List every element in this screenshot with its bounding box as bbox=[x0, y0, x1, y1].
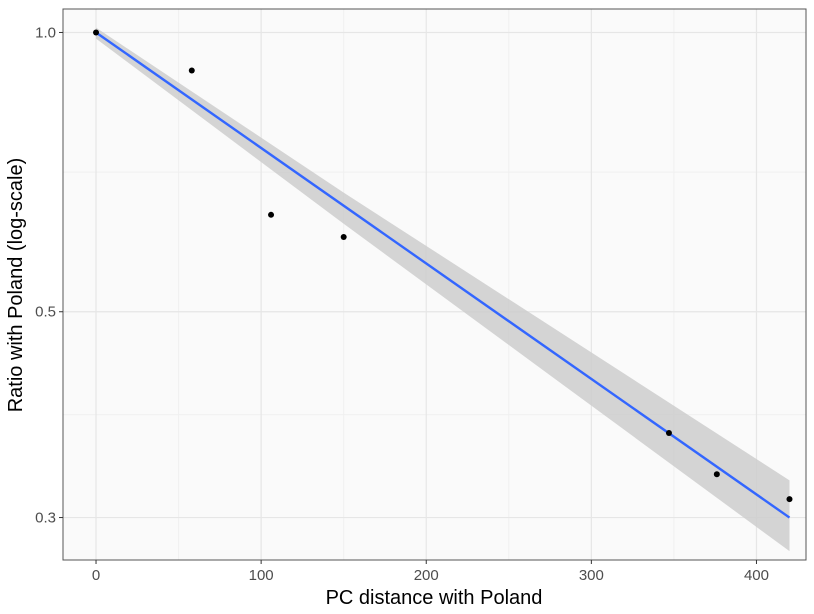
y-tick-label: 0.5 bbox=[35, 304, 56, 321]
data-point bbox=[93, 29, 100, 36]
x-tick-label: 300 bbox=[579, 567, 604, 584]
data-point bbox=[713, 471, 720, 478]
y-axis-ticks: 0.3 0.5 1.0 bbox=[35, 24, 63, 527]
x-axis-ticks: 0 100 200 300 400 bbox=[92, 560, 769, 584]
y-axis-title: Ratio with Poland (log-scale) bbox=[5, 158, 27, 413]
x-tick-label: 200 bbox=[414, 567, 439, 584]
panel-border bbox=[62, 8, 807, 561]
plot-panel bbox=[62, 8, 807, 561]
y-tick-label: 0.3 bbox=[35, 510, 56, 527]
data-point bbox=[188, 67, 195, 74]
data-point bbox=[340, 233, 347, 240]
x-tick-label: 400 bbox=[744, 567, 769, 584]
data-point bbox=[268, 211, 275, 218]
data-point bbox=[786, 496, 793, 503]
x-tick-label: 0 bbox=[92, 567, 100, 584]
confidence-band bbox=[96, 27, 790, 552]
x-axis-title: PC distance with Poland bbox=[326, 587, 543, 609]
y-tick-label: 1.0 bbox=[35, 24, 56, 41]
trend-line bbox=[95, 31, 791, 519]
data-point bbox=[665, 430, 672, 437]
x-tick-label: 100 bbox=[249, 567, 274, 584]
